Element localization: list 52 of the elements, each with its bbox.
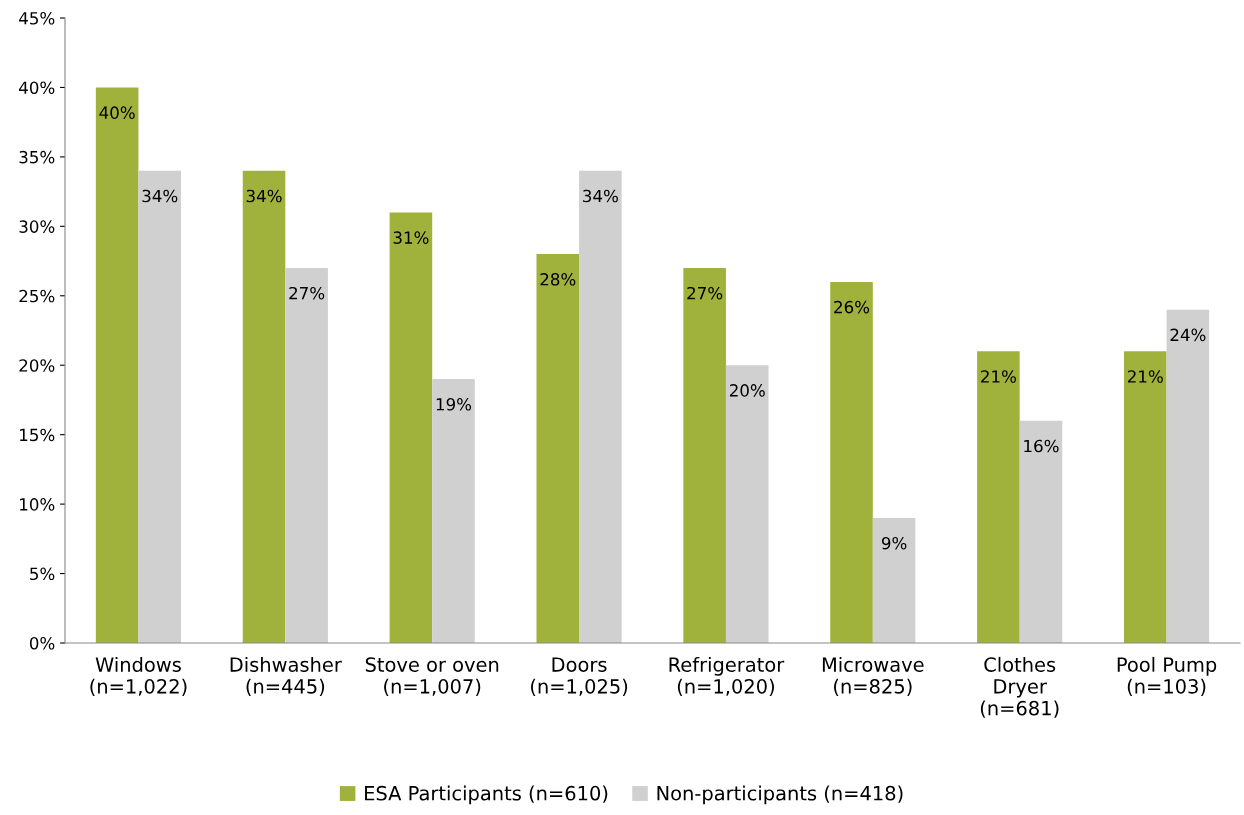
data-label: 9% <box>881 536 907 550</box>
data-label: 28% <box>540 273 576 286</box>
data-label: 31% <box>393 231 429 244</box>
data-label: 26% <box>834 300 870 314</box>
y-tick-label: 5% <box>30 567 55 581</box>
data-label: 40% <box>99 106 135 119</box>
x-tick-label: Clothes Dryer (n=681) <box>980 656 1059 718</box>
bar <box>683 268 726 643</box>
bar <box>285 268 328 643</box>
x-tick-label: Refrigerator (n=1,020) <box>669 656 785 696</box>
bar <box>1019 420 1063 643</box>
bar <box>95 87 139 643</box>
x-tick-label: Stove or oven (n=1,007) <box>365 657 499 696</box>
data-label: 24% <box>1170 328 1206 342</box>
bar <box>536 254 580 643</box>
y-tick-label: 35% <box>19 150 55 164</box>
bar <box>389 212 433 643</box>
bar <box>872 518 916 643</box>
bar <box>579 170 622 643</box>
bar <box>138 170 182 643</box>
x-tick-label: Windows (n=1,022) <box>90 656 187 696</box>
data-label: 19% <box>436 398 472 411</box>
y-tick-label: 0% <box>29 636 55 650</box>
bar <box>977 351 1020 643</box>
data-label: 20% <box>729 384 765 397</box>
y-tick-label: 10% <box>20 498 55 511</box>
y-tick-label: 30% <box>19 220 55 233</box>
bar <box>830 281 873 643</box>
bar <box>432 379 475 643</box>
x-tick-label: Doors (n=1,025) <box>531 657 628 696</box>
legend-label: Non-participants (n=418) <box>657 785 903 805</box>
data-label: 34% <box>142 189 178 203</box>
y-tick-label: 15% <box>20 428 55 442</box>
data-label: 34% <box>583 189 618 203</box>
x-tick-label: Pool Pump (n=103) <box>1117 656 1217 696</box>
x-tick-label: Dishwasher (n=445) <box>230 656 342 696</box>
y-tick-label: 25% <box>19 289 55 303</box>
bar <box>242 170 286 643</box>
data-label: 27% <box>687 286 723 300</box>
bar <box>725 365 769 643</box>
x-tick-label: Microwave (n=825) <box>822 656 924 696</box>
data-label: 16% <box>1024 439 1059 453</box>
legend-label: ESA Participants (n=610) <box>365 785 608 805</box>
bar <box>1166 309 1210 643</box>
y-tick-label: 45% <box>19 11 55 25</box>
data-label: 21% <box>981 370 1016 383</box>
data-label: 27% <box>289 286 325 300</box>
y-tick-label: 20% <box>19 359 55 372</box>
bar <box>1123 351 1167 643</box>
data-label: 34% <box>246 189 282 203</box>
data-label: 21% <box>1127 370 1163 383</box>
y-tick-label: 40% <box>19 81 55 95</box>
